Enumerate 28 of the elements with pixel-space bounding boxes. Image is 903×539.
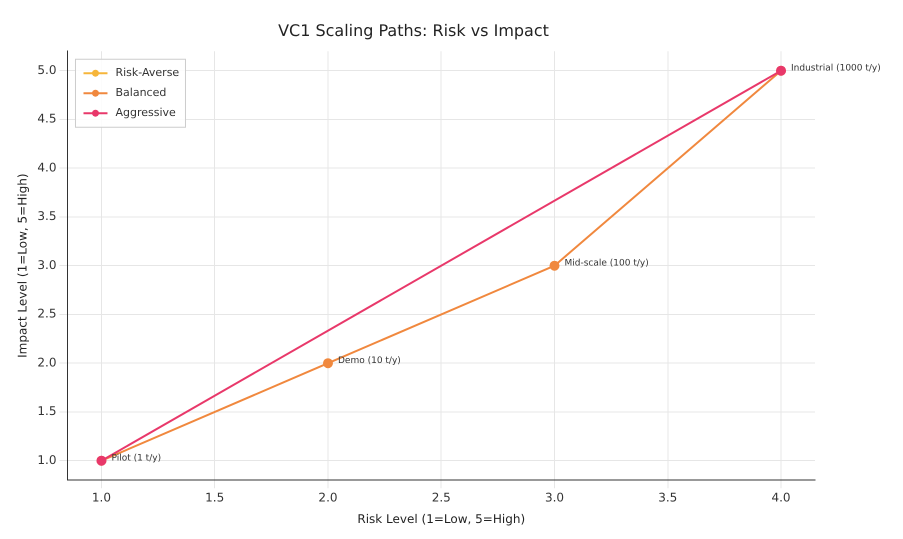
y-tick-label: 5.0 <box>37 62 56 77</box>
y-tick-label: 4.0 <box>37 160 56 174</box>
annotation: Pilot (1 t/y) <box>111 454 162 464</box>
x-tick-label: 3.0 <box>544 490 564 505</box>
y-tick-label: 2.5 <box>37 306 56 321</box>
y-tick-label: 1.0 <box>37 452 56 467</box>
annotation: Industrial (1000 t/y) <box>791 64 881 74</box>
legend-label: Balanced <box>115 86 166 100</box>
y-axis-title: Impact Level (1=Low, 5=High) <box>15 174 30 358</box>
x-tick-label: 1.5 <box>205 490 224 505</box>
chart-title: VC1 Scaling Paths: Risk vs Impact <box>278 20 549 40</box>
x-tick-label: 1.0 <box>92 490 112 505</box>
point <box>322 358 333 368</box>
legend-label: Aggressive <box>115 106 176 120</box>
x-tick-label: 4.0 <box>771 490 791 505</box>
y-tick-label: 2.0 <box>37 355 56 370</box>
y-tick-label: 4.5 <box>37 112 56 126</box>
annotation: Demo (10 t/y) <box>338 356 401 366</box>
y-tick-label: 3.5 <box>37 209 56 224</box>
legend-label: Risk-Averse <box>115 66 180 80</box>
x-tick-label: 2.5 <box>432 490 451 505</box>
x-tick-label: 3.5 <box>658 490 678 505</box>
y-tick-label: 1.5 <box>37 404 56 418</box>
point <box>550 260 560 271</box>
y-tick-label: 3.0 <box>37 258 56 272</box>
x-tick-label: 2.0 <box>318 490 338 505</box>
x-axis-title: Risk Level (1=Low, 5=High) <box>357 512 526 526</box>
annotation: Mid-scale (100 t/y) <box>564 258 649 269</box>
